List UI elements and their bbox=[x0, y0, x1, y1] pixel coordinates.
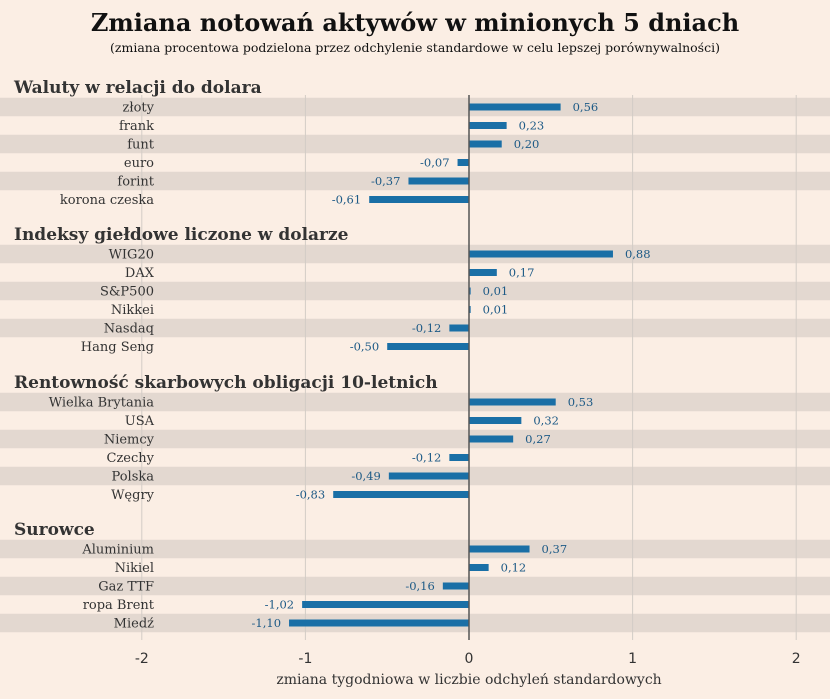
bar bbox=[469, 103, 561, 111]
x-tick-label: 0 bbox=[465, 651, 474, 667]
bar bbox=[469, 122, 507, 129]
category-label: Węgry bbox=[111, 488, 155, 503]
group-title: Surowce bbox=[14, 520, 95, 540]
chart-title: Zmiana notowań aktywów w minionych 5 dni… bbox=[91, 8, 739, 37]
category-label: Nasdaq bbox=[104, 322, 154, 337]
x-tick-label: -1 bbox=[298, 651, 312, 667]
value-label: 0,12 bbox=[501, 561, 527, 575]
bar bbox=[469, 435, 514, 443]
row-stripe bbox=[0, 97, 830, 117]
value-label: 0,32 bbox=[533, 414, 559, 428]
x-tick-label: -2 bbox=[135, 651, 149, 667]
category-label: WIG20 bbox=[109, 248, 154, 263]
value-label: 0,37 bbox=[542, 542, 568, 556]
bar bbox=[302, 601, 469, 608]
bar bbox=[333, 491, 469, 498]
category-label: złoty bbox=[123, 101, 155, 116]
bar bbox=[469, 564, 489, 571]
bar bbox=[388, 472, 469, 480]
value-label: -0,37 bbox=[371, 174, 401, 188]
category-label: S&P500 bbox=[100, 285, 154, 300]
bar bbox=[469, 417, 522, 424]
x-tick-label: 2 bbox=[792, 651, 801, 667]
category-label: Niemcy bbox=[104, 433, 155, 448]
row-stripe bbox=[0, 134, 830, 154]
value-label: -0,61 bbox=[332, 193, 362, 207]
value-label: -1,02 bbox=[265, 598, 295, 612]
bar bbox=[469, 545, 530, 553]
value-label: 0,27 bbox=[525, 432, 551, 446]
value-label: -0,12 bbox=[412, 451, 442, 465]
bar bbox=[442, 582, 469, 590]
value-label: -0,07 bbox=[420, 156, 450, 170]
bar bbox=[289, 619, 469, 627]
category-label: Nikkei bbox=[111, 303, 154, 318]
value-label: -0,83 bbox=[296, 488, 326, 502]
category-label: USA bbox=[125, 414, 155, 429]
row-stripe bbox=[0, 539, 830, 559]
value-label: -0,50 bbox=[350, 340, 380, 354]
category-label: frank bbox=[119, 119, 154, 134]
value-label: 0,53 bbox=[568, 395, 594, 409]
row-stripe bbox=[0, 576, 830, 596]
category-label: Hang Seng bbox=[81, 340, 154, 355]
labels: Waluty w relacji do dolara złoty 0,56 frank… bbox=[13, 78, 651, 632]
gridlines bbox=[141, 95, 797, 640]
value-label: 0,01 bbox=[483, 303, 509, 317]
group-title: Waluty w relacji do dolara bbox=[13, 78, 262, 98]
x-axis-label: zmiana tygodniowa w liczbie odchyleń sta… bbox=[276, 672, 661, 688]
value-label: -0,16 bbox=[405, 579, 435, 593]
x-tick-label: 1 bbox=[628, 651, 637, 667]
chart-subtitle: (zmiana procentowa podzielona przez odch… bbox=[110, 40, 720, 55]
category-label: DAX bbox=[125, 266, 155, 281]
category-label: forint bbox=[117, 175, 154, 190]
category-label: Czechy bbox=[107, 451, 155, 466]
bar bbox=[469, 287, 471, 295]
value-label: 0,56 bbox=[573, 100, 599, 114]
category-label: euro bbox=[124, 156, 154, 171]
group-title: Rentowność skarbowych obligacji 10-letni… bbox=[14, 373, 438, 393]
category-label: funt bbox=[127, 138, 155, 153]
value-label: 0,23 bbox=[519, 119, 545, 133]
bar bbox=[408, 177, 469, 185]
bar bbox=[469, 140, 502, 148]
row-stripe bbox=[0, 392, 830, 412]
bar bbox=[469, 306, 471, 313]
value-label: 0,88 bbox=[625, 247, 651, 261]
bar bbox=[469, 398, 556, 406]
x-ticks: -2 -1 0 1 2 bbox=[135, 651, 801, 667]
category-label: Nikiel bbox=[115, 561, 154, 576]
category-label: Aluminium bbox=[81, 543, 154, 558]
row-stripe bbox=[0, 318, 830, 338]
category-label: Gaz TTF bbox=[98, 580, 154, 595]
category-label: ropa Brent bbox=[83, 598, 155, 613]
category-label: korona czeska bbox=[60, 193, 154, 208]
value-label: -0,49 bbox=[351, 469, 381, 483]
row-stripe bbox=[0, 244, 830, 264]
category-label: Wielka Brytania bbox=[49, 396, 155, 411]
row-stripe bbox=[0, 429, 830, 449]
bar bbox=[457, 159, 469, 166]
bar bbox=[369, 196, 469, 203]
bar bbox=[449, 454, 469, 461]
value-label: -1,10 bbox=[252, 616, 282, 630]
value-label: -0,12 bbox=[412, 321, 442, 335]
bar bbox=[449, 324, 469, 332]
value-label: 0,20 bbox=[514, 137, 540, 151]
group-title: Indeksy giełdowe liczone w dolarze bbox=[14, 225, 349, 245]
category-label: Miedź bbox=[114, 617, 154, 632]
bar bbox=[387, 343, 469, 350]
bar bbox=[469, 250, 613, 258]
category-label: Polska bbox=[111, 470, 154, 485]
bar bbox=[469, 269, 497, 276]
value-label: 0,17 bbox=[509, 266, 535, 280]
bars bbox=[289, 103, 613, 627]
value-label: 0,01 bbox=[483, 284, 509, 298]
row-stripe bbox=[0, 281, 830, 301]
